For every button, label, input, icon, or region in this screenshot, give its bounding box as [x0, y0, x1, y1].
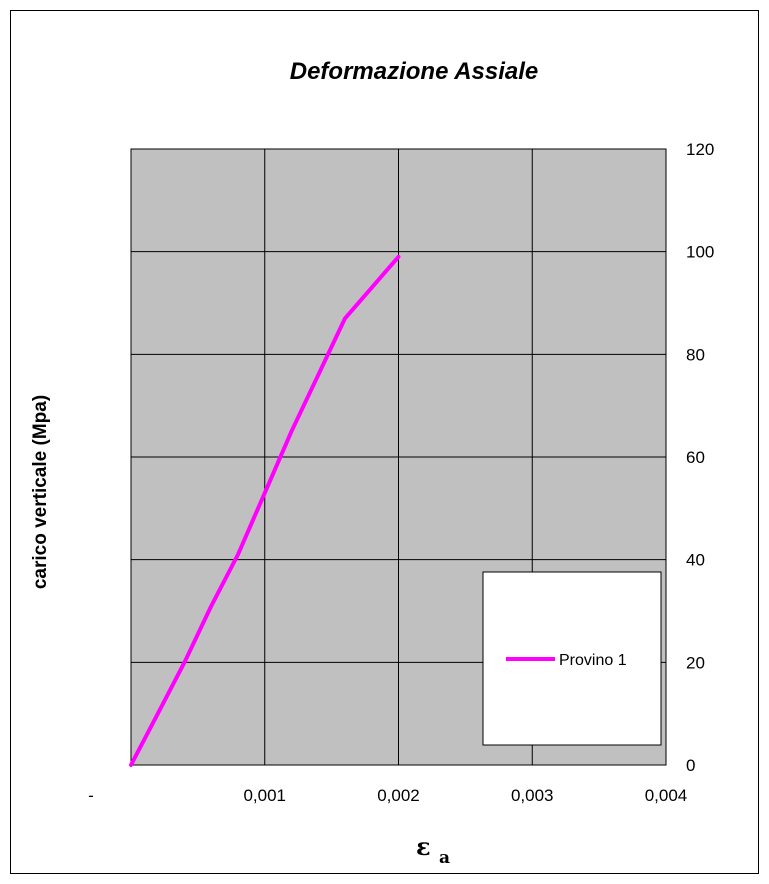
y-tick-label: 60 — [686, 448, 705, 467]
y-tick-label: 20 — [686, 653, 705, 672]
y-tick-label: 0 — [686, 756, 695, 775]
x-tick-label: 0,002 — [377, 786, 420, 805]
series-layer — [129, 254, 401, 767]
y-tick-label: 100 — [686, 243, 714, 262]
y-axis-label: carico verticale (Mpa) — [30, 395, 51, 589]
series-line-provino-1 — [129, 254, 401, 767]
y-tick-labels: 0 20 40 60 80 100 120 — [686, 140, 714, 775]
y-tick-label: 80 — [686, 345, 705, 364]
x-axis-label: ε a — [416, 832, 450, 868]
chart-title: Deformazione Assiale — [290, 58, 539, 85]
x-axis-label-subscript: a — [439, 848, 450, 868]
y-tick-label: 40 — [686, 551, 705, 570]
legend: Provino 1 — [482, 571, 662, 746]
x-tick-labels: - 0,001 0,002 0,003 0,004 — [88, 786, 687, 805]
legend-label-provino-1: Provino 1 — [559, 652, 627, 669]
x-tick-label: - — [88, 786, 94, 805]
x-tick-label: 0,003 — [511, 786, 554, 805]
x-tick-label: 0,001 — [243, 786, 286, 805]
x-axis-label-symbol: ε — [416, 832, 431, 861]
x-tick-label: 0,004 — [645, 786, 688, 805]
y-tick-label: 120 — [686, 140, 714, 159]
